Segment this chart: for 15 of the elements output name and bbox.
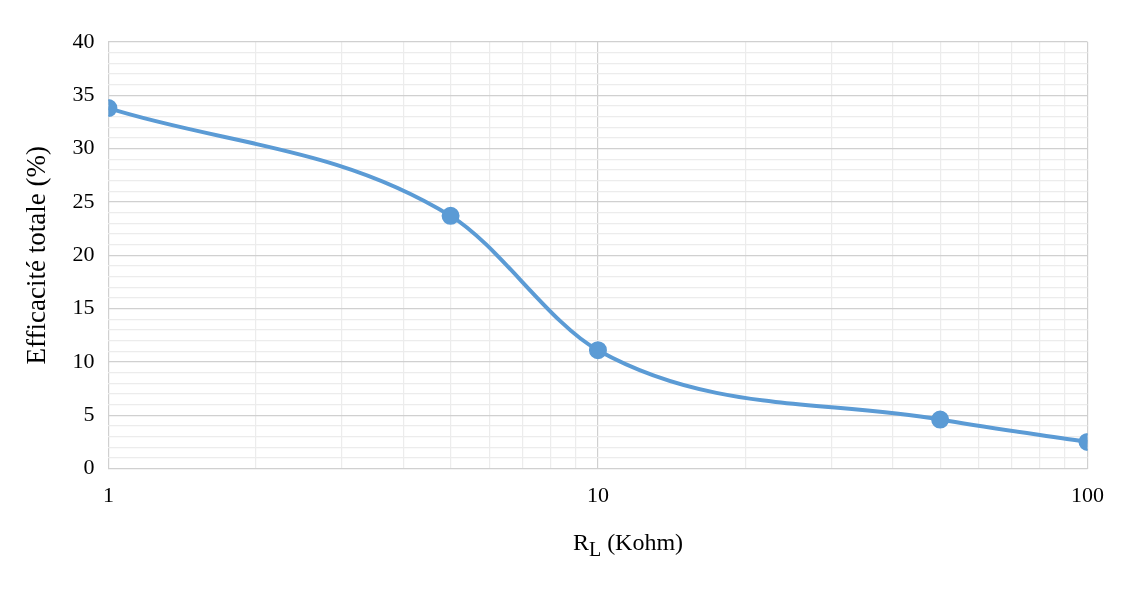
y-tick-label: 25 xyxy=(72,187,95,213)
point xyxy=(588,341,607,360)
x-axis-title: R$_{L}$ (Kohm) xyxy=(571,529,685,561)
y-tick-label: 15 xyxy=(72,294,95,320)
y-tick-label: 20 xyxy=(72,241,95,267)
y-tick-label: 35 xyxy=(72,81,95,107)
x-tick-label: 100 xyxy=(1071,481,1104,507)
x-tick-label: 10 xyxy=(586,481,609,507)
y-tick-label: 0 xyxy=(83,454,95,480)
y-tick-label: 40 xyxy=(72,27,95,53)
y-tick-label: 10 xyxy=(72,347,95,373)
y-tick-label: 5 xyxy=(83,401,95,427)
y-tick-label: 30 xyxy=(72,134,95,160)
x-tick-label: 1 xyxy=(102,481,114,507)
y-axis-title: Efficacité totale (%) xyxy=(21,146,52,365)
